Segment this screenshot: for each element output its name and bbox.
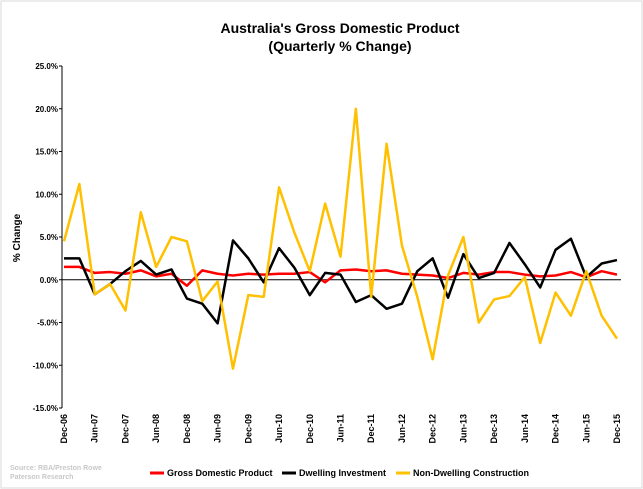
chart-title: Australia's Gross Domestic Product	[220, 20, 459, 36]
x-tick-label: Dec-11	[366, 414, 376, 443]
x-tick-label: Jun-11	[336, 414, 346, 443]
x-tick-label: Dec-14	[551, 414, 561, 444]
y-axis-label: % Change	[12, 213, 23, 262]
x-tick-label: Dec-06	[59, 414, 69, 444]
x-tick-label: Dec-07	[120, 414, 130, 444]
x-tick-label: Jun-14	[520, 414, 530, 443]
y-tick-label: 20.0%	[35, 105, 58, 114]
series-line	[62, 107, 619, 370]
x-tick-label: Jun-13	[458, 414, 468, 443]
legend-label: Non-Dwelling Construction	[413, 468, 529, 478]
y-tick-label: -10.0%	[33, 361, 58, 370]
y-tick-label: -5.0%	[37, 319, 58, 328]
series-line	[64, 237, 618, 325]
x-tick-label: Jun-15	[581, 414, 591, 443]
x-tick-label: Jun-10	[274, 414, 284, 443]
x-tick-label: Dec-09	[243, 414, 253, 444]
series-line	[64, 265, 618, 287]
x-tick-label: Dec-08	[182, 414, 192, 444]
x-tick-label: Dec-13	[489, 414, 499, 444]
y-tick-label: 5.0%	[40, 233, 58, 242]
y-tick-label: 15.0%	[35, 148, 58, 157]
legend-label: Gross Domestic Product	[167, 468, 273, 478]
x-tick-label: Dec-10	[305, 414, 315, 444]
legend-label: Dwelling Investment	[299, 468, 386, 478]
x-tick-label: Jun-08	[151, 414, 161, 443]
x-tick-label: Jun-09	[213, 414, 223, 443]
chart-subtitle: (Quarterly % Change)	[268, 38, 411, 54]
y-tick-label: 25.0%	[35, 62, 58, 71]
y-tick-label: -15.0%	[33, 404, 58, 413]
x-tick-label: Jun-07	[90, 414, 100, 443]
x-tick-label: Jun-12	[397, 414, 407, 443]
y-tick-label: 10.0%	[35, 190, 58, 199]
x-tick-label: Dec-12	[428, 414, 438, 444]
source-note: Source: RBA/Preston Rowe Paterson Resear…	[10, 465, 102, 481]
x-tick-label: Dec-15	[612, 414, 622, 444]
y-tick-label: 0.0%	[40, 276, 58, 285]
